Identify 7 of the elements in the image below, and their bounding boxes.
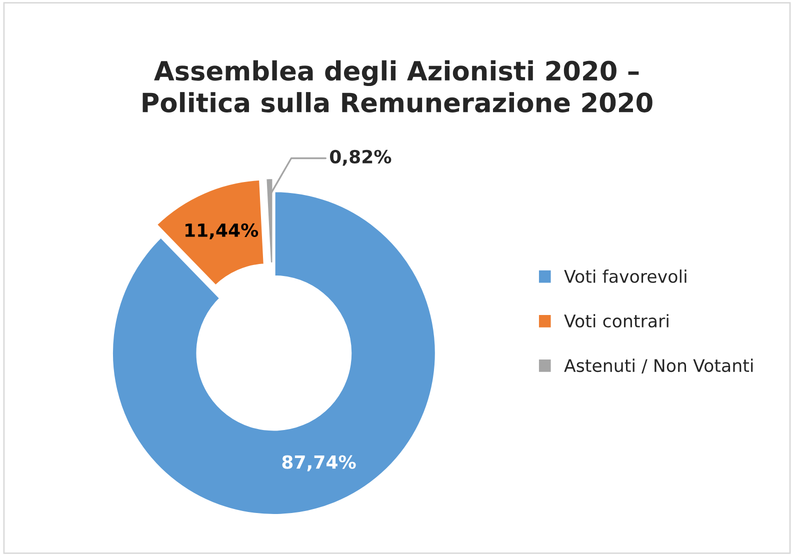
legend-label: Voti favorevoli xyxy=(564,270,686,283)
data-label: 87,74% xyxy=(282,455,356,472)
chart-title: Assemblea degli Azionisti 2020 – Politica sulla Remunerazione 2020 xyxy=(142,60,652,112)
legend-label: Voti contrari xyxy=(564,314,668,328)
data-label: 11,44% xyxy=(186,223,258,240)
data-label: 0,82% xyxy=(330,150,392,166)
legend-label: Astenuti / Non Votanti xyxy=(564,358,753,374)
